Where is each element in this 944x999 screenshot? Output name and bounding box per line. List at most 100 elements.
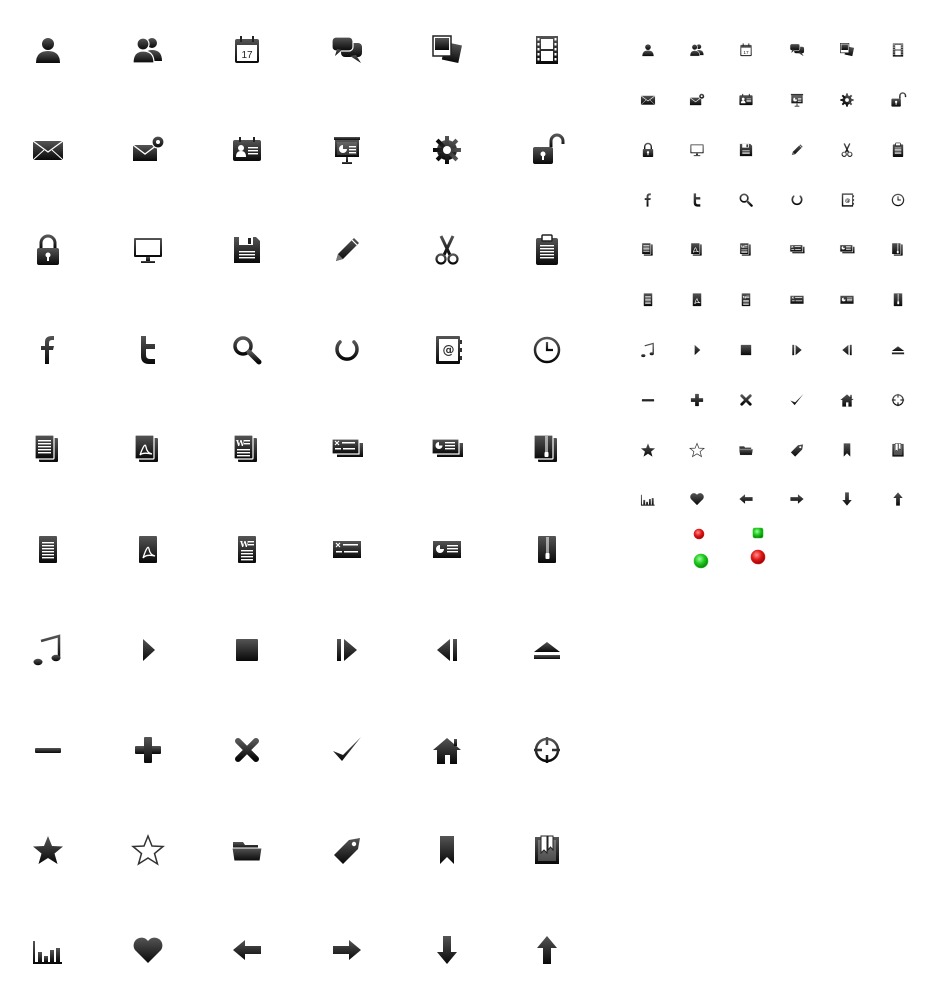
pdf-documents-small-icon <box>685 238 709 262</box>
star-icon <box>33 836 63 864</box>
heart-icon <box>133 937 163 963</box>
monitor-icon <box>126 228 170 272</box>
zip-icon <box>893 293 903 307</box>
pdf-documents-icon <box>134 434 158 462</box>
star-outline-icon <box>131 833 165 866</box>
eject-icon <box>534 642 560 659</box>
search-icon <box>739 193 753 207</box>
pdf-documents-icon <box>690 242 702 256</box>
presentation-icon <box>790 93 804 107</box>
document-small-icon <box>636 288 660 312</box>
unlock-icon <box>533 133 565 164</box>
svg-text:W: W <box>235 438 246 448</box>
folder-icon <box>231 842 263 862</box>
red-dot-large-icon <box>750 549 766 565</box>
star-icon <box>26 828 70 872</box>
stop-icon <box>740 344 752 356</box>
home-icon <box>840 394 854 407</box>
slides-icon <box>425 528 469 572</box>
music-icon <box>33 634 61 666</box>
arrow-down-small-icon <box>835 487 859 511</box>
arrow-up-icon <box>525 928 569 972</box>
photos-icon <box>840 43 855 57</box>
eject-icon <box>525 628 569 672</box>
checkmark-icon <box>333 737 361 761</box>
unlock-icon <box>891 92 907 107</box>
spreadsheet-documents-icon <box>789 244 805 254</box>
word-icon: W <box>742 293 751 307</box>
photos-small-icon <box>835 38 859 62</box>
facebook-icon <box>644 193 651 207</box>
folder-icon <box>738 446 754 456</box>
mail-settings-small-icon <box>685 88 709 112</box>
eject-small-icon <box>886 338 910 362</box>
minus-small-icon <box>636 388 660 412</box>
clipboard-icon <box>525 228 569 272</box>
arrow-left-icon <box>739 494 753 504</box>
gear-icon <box>433 136 461 164</box>
spreadsheet-documents-small-icon <box>785 238 809 262</box>
svg-text:W: W <box>239 539 250 549</box>
stop-small-icon <box>734 338 758 362</box>
slides-documents-icon <box>839 244 855 254</box>
spreadsheet-icon <box>325 528 369 572</box>
slides-documents-icon <box>425 428 469 472</box>
word-small-icon: W <box>734 288 758 312</box>
contact-card-icon <box>225 128 269 172</box>
film-small-icon <box>886 38 910 62</box>
contact-card-icon <box>739 93 753 106</box>
word-documents-icon: W <box>739 242 751 256</box>
mail-small-icon <box>636 88 660 112</box>
save-icon <box>234 237 260 263</box>
bookmark-icon <box>425 828 469 872</box>
presentation-icon <box>325 128 369 172</box>
pdf-icon <box>126 528 170 572</box>
bar-chart-icon <box>33 941 62 964</box>
heart-icon <box>126 928 170 972</box>
mail-settings-icon <box>689 93 705 106</box>
arrow-right-icon <box>333 940 361 960</box>
previous-icon <box>842 344 852 356</box>
folder-icon <box>225 828 269 872</box>
chat-icon <box>789 43 805 57</box>
presentation-icon <box>334 137 360 164</box>
power-icon <box>325 328 369 372</box>
stop-icon <box>236 639 258 661</box>
lock-small-icon <box>636 138 660 162</box>
users-icon <box>132 37 162 64</box>
previous-icon <box>437 639 457 661</box>
clipboard-icon <box>536 234 558 265</box>
power-icon <box>791 193 803 206</box>
star-icon <box>640 443 656 457</box>
contact-card-small-icon <box>734 88 758 112</box>
tag-icon <box>334 838 360 864</box>
facebook-icon <box>26 328 70 372</box>
presentation-small-icon <box>785 88 809 112</box>
address-book-icon: @ <box>436 336 462 364</box>
green-dot-large-icon <box>693 553 709 569</box>
documents-small-icon <box>636 238 660 262</box>
calendar-small-icon: 17 <box>734 38 758 62</box>
calendar-icon: 17 <box>235 36 259 63</box>
mail-icon <box>26 128 70 172</box>
documents-icon <box>34 434 58 462</box>
arrow-left-icon <box>233 940 261 960</box>
slides-icon <box>433 541 461 558</box>
word-icon: W <box>225 528 269 572</box>
play-icon <box>126 628 170 672</box>
close-icon <box>740 394 752 406</box>
next-small-icon <box>785 338 809 362</box>
spreadsheet-icon <box>333 541 361 558</box>
facebook-icon <box>41 336 54 364</box>
scissors-icon <box>425 228 469 272</box>
pencil-icon <box>791 144 803 156</box>
zip-icon <box>538 536 556 563</box>
twitter-icon <box>693 193 701 207</box>
crosshair-small-icon <box>886 388 910 412</box>
film-icon <box>892 43 904 57</box>
bookmark-icon <box>843 443 851 457</box>
home-icon <box>425 728 469 772</box>
arrow-right-small-icon <box>785 487 809 511</box>
plus-icon <box>690 393 704 407</box>
svg-text:@: @ <box>845 198 851 204</box>
